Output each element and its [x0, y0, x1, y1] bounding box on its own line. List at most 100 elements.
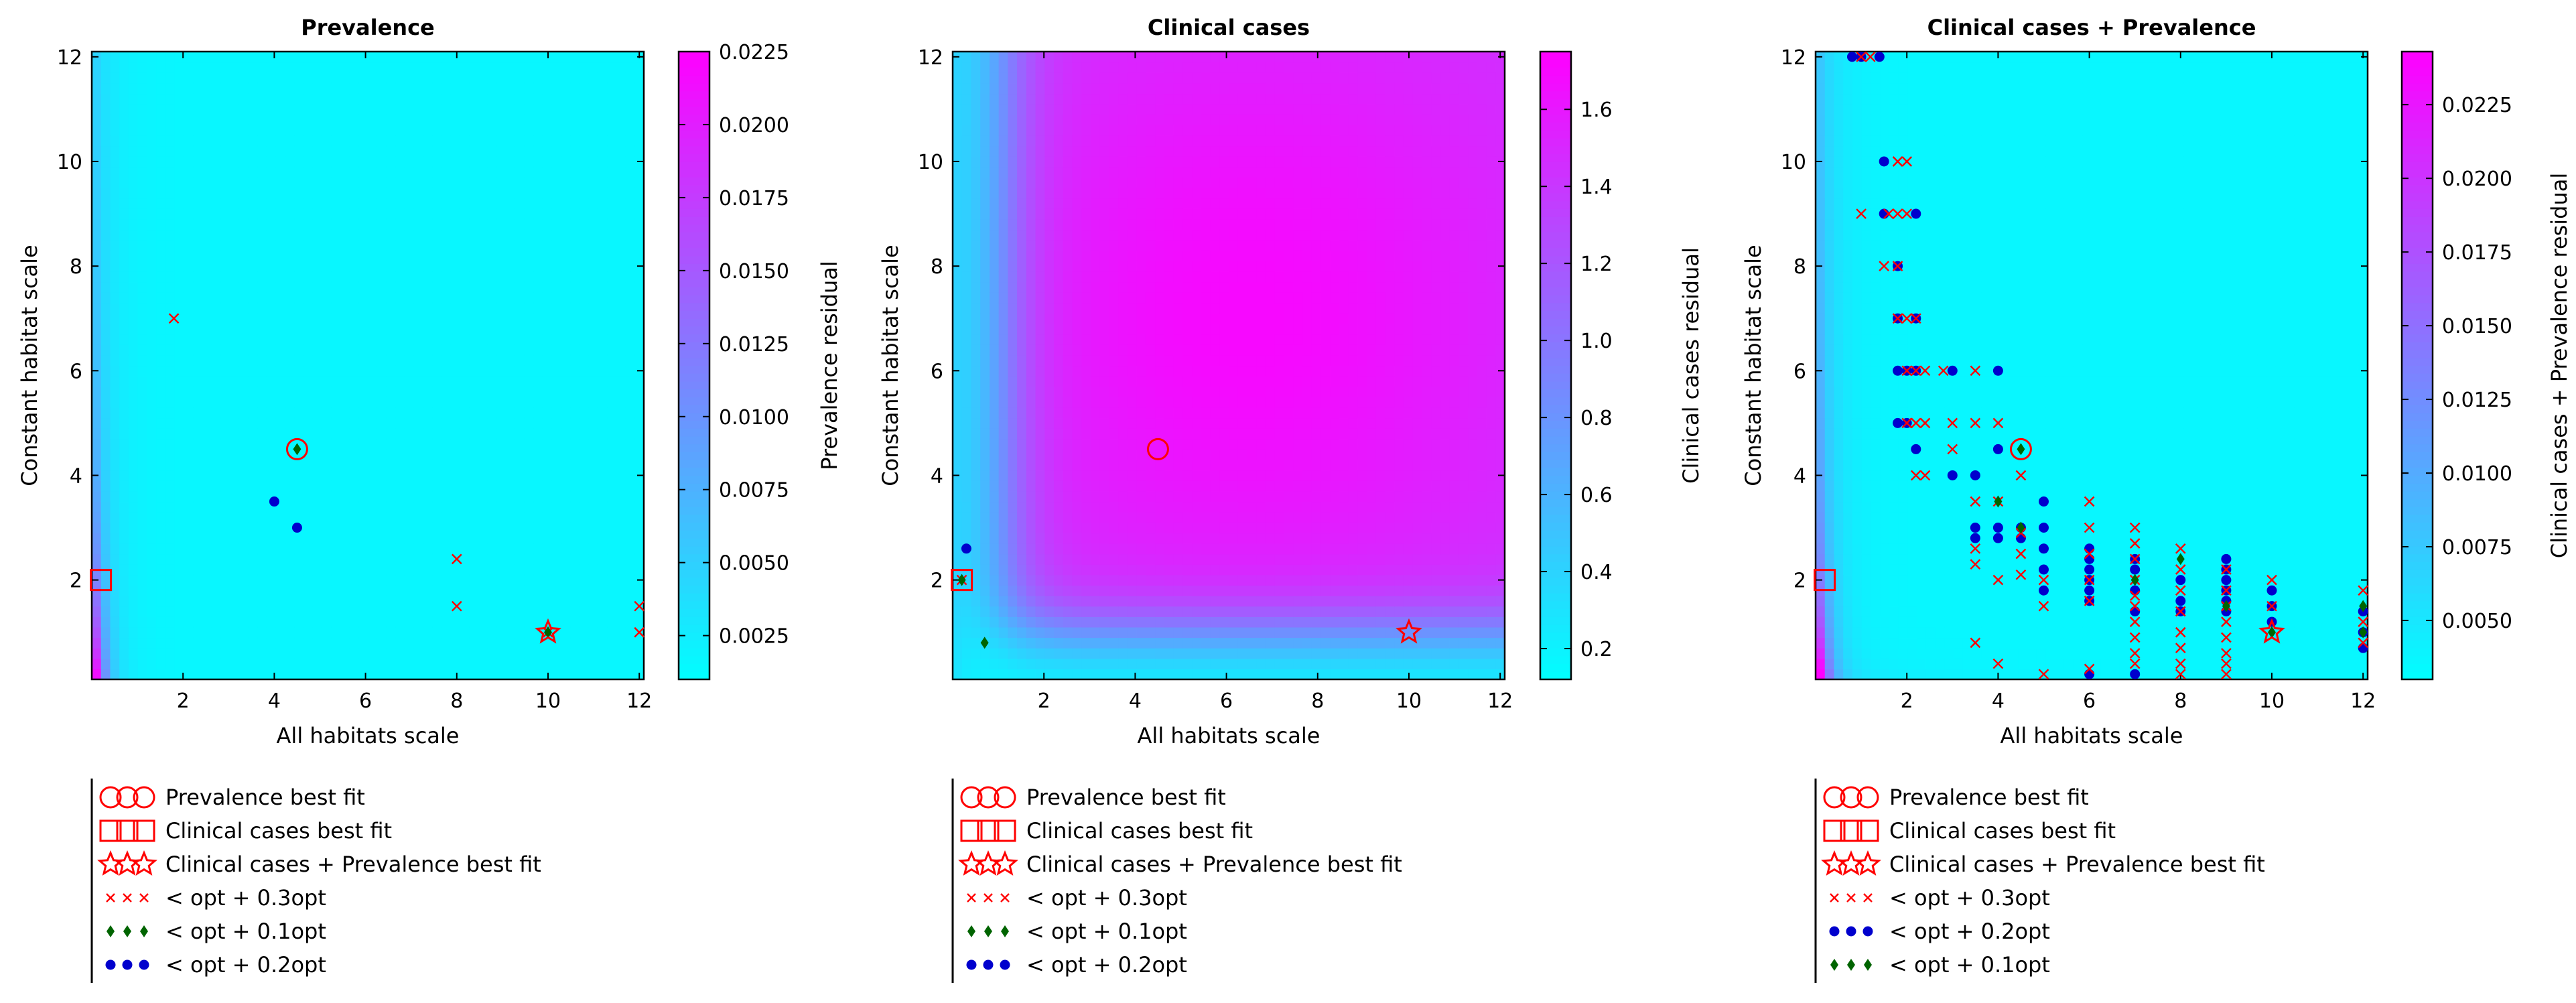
heatmap-cell [377, 522, 387, 533]
heatmap-cell [230, 93, 240, 105]
heatmap-cell [358, 229, 368, 241]
heatmap-cell [469, 250, 479, 261]
heatmap-cell [953, 72, 963, 84]
legend-diamond-icon [140, 925, 148, 937]
heatmap-cell [368, 669, 378, 680]
heatmap-cell [487, 616, 497, 628]
heatmap-cell [423, 543, 433, 555]
heatmap-cell [1109, 449, 1119, 460]
heatmap-cell [193, 543, 203, 555]
heatmap-cell [1044, 354, 1055, 366]
heatmap-cell [953, 480, 963, 492]
heatmap-cell [230, 281, 240, 293]
colorbar-segment [679, 342, 709, 350]
heatmap-cell [165, 512, 176, 523]
heatmap-cell [961, 104, 972, 115]
heatmap-cell [1008, 501, 1018, 513]
heatmap-cell [515, 397, 525, 408]
heatmap-cell [1109, 669, 1119, 680]
opt-03-marker [168, 313, 180, 324]
heatmap-cell [423, 626, 433, 639]
heatmap-cell [285, 417, 295, 429]
heatmap-cell [110, 135, 120, 147]
heatmap-cell [533, 302, 543, 314]
heatmap-cell [432, 271, 442, 283]
heatmap-cell [303, 501, 314, 513]
heatmap-cell [478, 533, 488, 544]
heatmap-cell [506, 324, 516, 335]
heatmap-cell [128, 397, 139, 408]
heatmap-cell [1091, 626, 1101, 639]
colorbar-segment [679, 279, 709, 287]
heatmap-cell [174, 166, 184, 178]
heatmap-cell [506, 156, 516, 168]
heatmap-cell [607, 438, 617, 450]
heatmap-cell [588, 574, 598, 586]
heatmap-cell [275, 397, 285, 408]
heatmap-cell [607, 281, 617, 293]
heatmap-cell [953, 145, 963, 157]
heatmap-cell [607, 188, 617, 199]
heatmap-cell [971, 135, 981, 147]
heatmap-cell [1008, 135, 1018, 147]
heatmap-cell [285, 626, 295, 639]
heatmap-cell [1008, 156, 1018, 168]
heatmap-cell [248, 198, 258, 209]
heatmap-cell [165, 334, 176, 345]
heatmap-cell [193, 501, 203, 513]
heatmap-cell [961, 208, 972, 220]
heatmap-cell [1063, 543, 1073, 555]
heatmap-cell [413, 218, 423, 230]
heatmap-cell [377, 397, 387, 408]
heatmap-cell [1017, 166, 1027, 178]
heatmap-cell [625, 82, 635, 94]
heatmap-cell [1091, 480, 1101, 492]
heatmap-cell [395, 585, 405, 596]
heatmap-cell [413, 62, 423, 73]
heatmap-cell [616, 470, 626, 481]
heatmap-cell [1109, 188, 1119, 199]
heatmap-cell [174, 188, 184, 199]
heatmap-cell [579, 438, 590, 450]
heatmap-cell [1026, 460, 1036, 471]
heatmap-cell [432, 616, 442, 628]
heatmap-cell [331, 188, 341, 199]
heatmap-cell [110, 334, 120, 345]
heatmap-cell [257, 344, 267, 356]
heatmap-cell [450, 564, 460, 576]
heatmap-cell [542, 72, 553, 84]
heatmap-cell [230, 512, 240, 523]
heatmap-cell [100, 365, 111, 377]
heatmap-cell [1026, 438, 1036, 450]
heatmap-cell [266, 135, 277, 147]
heatmap-cell [478, 354, 488, 366]
heatmap-cell [349, 82, 359, 94]
heatmap-cell [423, 198, 433, 209]
heatmap-cell [469, 470, 479, 481]
heatmap-cell [953, 438, 963, 450]
heatmap-cell [1118, 397, 1128, 408]
heatmap-cell [570, 470, 580, 481]
heatmap-cell [1099, 302, 1110, 314]
heatmap-cell [616, 407, 626, 419]
heatmap-cell [128, 648, 139, 659]
heatmap-cell [92, 198, 102, 209]
heatmap-cell [588, 218, 598, 230]
heatmap-cell [220, 188, 230, 199]
heatmap-cell [542, 104, 553, 115]
opt-03-marker [451, 553, 462, 565]
heatmap-cell [386, 533, 396, 544]
heatmap-cell [469, 261, 479, 272]
heatmap-cell [634, 354, 645, 366]
heatmap-cell [137, 354, 147, 366]
heatmap-cell [607, 324, 617, 335]
heatmap-cell [989, 334, 1000, 345]
heatmap-cell [322, 438, 332, 450]
heatmap-cell [230, 62, 240, 73]
heatmap-cell [193, 470, 203, 481]
heatmap-cell [294, 261, 304, 272]
heatmap-cell [598, 564, 608, 576]
heatmap-cell [275, 354, 285, 366]
heatmap-cell [100, 648, 111, 659]
heatmap-cell [1109, 324, 1119, 335]
